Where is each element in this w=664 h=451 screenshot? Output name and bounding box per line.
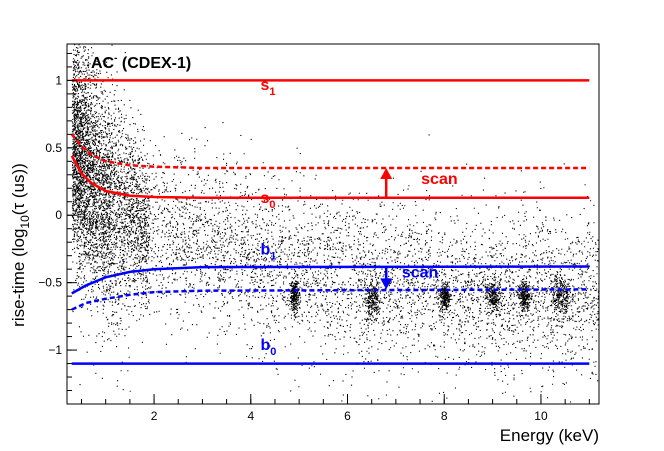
x-tick-label: 8 <box>441 409 448 423</box>
scan-annotations: s1 s0 b1 b0 scan scan <box>260 77 457 358</box>
y-tick-label: 0 <box>55 208 62 222</box>
curve-label-s1: s1 <box>260 77 275 98</box>
y-tick-label: −1 <box>48 343 62 357</box>
x-tick-label: 2 <box>151 409 158 423</box>
scan-label: scan <box>402 264 438 281</box>
curve-label-b1: b1 <box>260 241 276 262</box>
curve-scan-2 <box>70 133 590 170</box>
curve-b1 <box>71 265 590 295</box>
scan-label: scan <box>421 171 457 188</box>
x-axis-title: Energy (keV) <box>500 426 599 445</box>
selection-curves <box>70 79 590 365</box>
curve-label-s0: s0 <box>260 190 275 211</box>
plot-frame <box>66 43 600 405</box>
x-tick-label: 6 <box>344 409 351 423</box>
curve-scan-4 <box>71 288 590 311</box>
scatter-dots <box>71 44 599 403</box>
y-tick-label: −0.5 <box>38 276 62 290</box>
axes: 2 4 6 8 10 −1 −0.5 0 0.5 1 <box>38 52 590 423</box>
chart-title: AC- (CDEX-1) <box>91 53 191 72</box>
scatter-points <box>71 44 599 403</box>
curve-s0 <box>70 155 590 199</box>
x-tick-label: 10 <box>534 409 548 423</box>
y-axis-title: rise-time (log10(τ (us)) <box>9 163 32 327</box>
y-tick-label: 0.5 <box>45 141 62 155</box>
curve-label-b0: b0 <box>260 337 276 358</box>
x-tick-label: 4 <box>247 409 254 423</box>
scan-arrow-head <box>380 168 393 180</box>
y-tick-label: 1 <box>55 73 62 87</box>
scan-arrow-head <box>380 278 393 290</box>
